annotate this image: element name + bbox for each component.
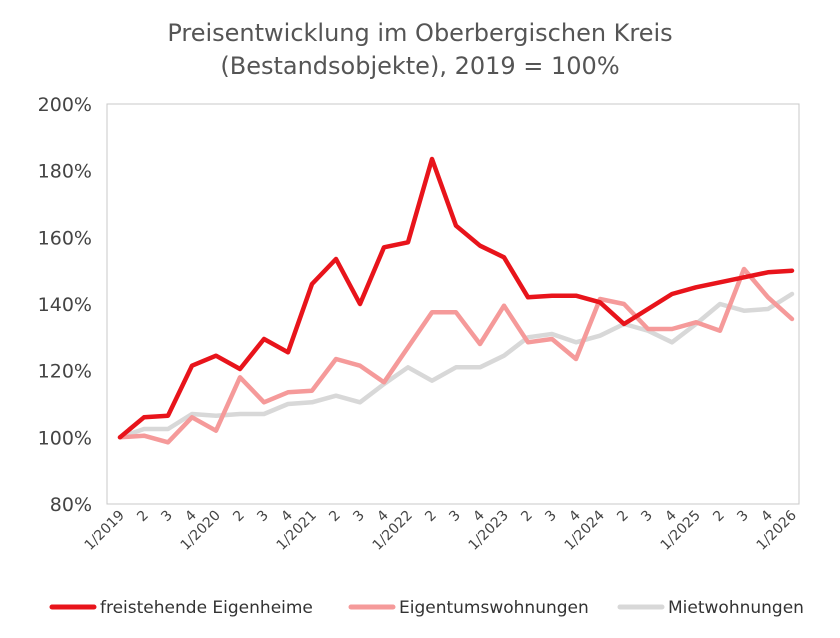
y-tick-label: 100% <box>38 427 92 449</box>
chart-title-line-2: (Bestandsobjekte), 2019 = 100% <box>220 52 619 80</box>
y-tick-label: 160% <box>38 227 92 249</box>
x-tick-label: 3 <box>158 508 176 526</box>
y-tick-label: 180% <box>38 161 92 183</box>
x-tick-label: 2 <box>134 508 152 526</box>
legend-label: freistehende Eigenheime <box>100 598 313 618</box>
series-lines <box>117 156 795 445</box>
x-tick-label: 2 <box>614 508 632 526</box>
plot-area <box>106 103 800 505</box>
x-tick-label: 3 <box>638 508 656 526</box>
x-tick-label: 2 <box>710 508 728 526</box>
legend-label: Eigentumswohnungen <box>399 598 589 618</box>
series-line-mietwohnungen <box>117 291 795 440</box>
x-tick-label: 3 <box>254 508 272 526</box>
legend-label: Mietwohnungen <box>668 598 804 618</box>
x-tick-label: 2 <box>326 508 344 526</box>
chart-title-line-1: Preisentwicklung im Oberbergischen Kreis <box>167 19 672 47</box>
y-axis: 80% 100% 120% 140% 160% 180% 200% <box>38 94 92 516</box>
y-tick-label: 80% <box>50 494 92 516</box>
x-tick-label: 2 <box>230 508 248 526</box>
x-tick-label: 3 <box>542 508 560 526</box>
series-line-freistehende-eigenheime <box>117 156 795 440</box>
x-axis: 1/2019 2 3 41/2020 2 3 41/2021 2 3 41/2022 2 3 41/20… <box>82 507 800 553</box>
legend: freistehende Eigenheime Eigentumswohnunge… <box>49 598 804 618</box>
series-line-eigentumswohnungen <box>117 266 795 445</box>
x-tick-label: 3 <box>734 508 752 526</box>
x-tick-label: 2 <box>518 508 536 526</box>
y-tick-label: 120% <box>38 361 92 383</box>
y-tick-label: 200% <box>38 94 92 116</box>
x-tick-label: 3 <box>446 508 464 526</box>
x-tick-label: 2 <box>422 508 440 526</box>
x-tick-label: 3 <box>350 508 368 526</box>
y-tick-label: 140% <box>38 294 92 316</box>
chart-title: Preisentwicklung im Oberbergischen Kreis… <box>167 19 672 80</box>
